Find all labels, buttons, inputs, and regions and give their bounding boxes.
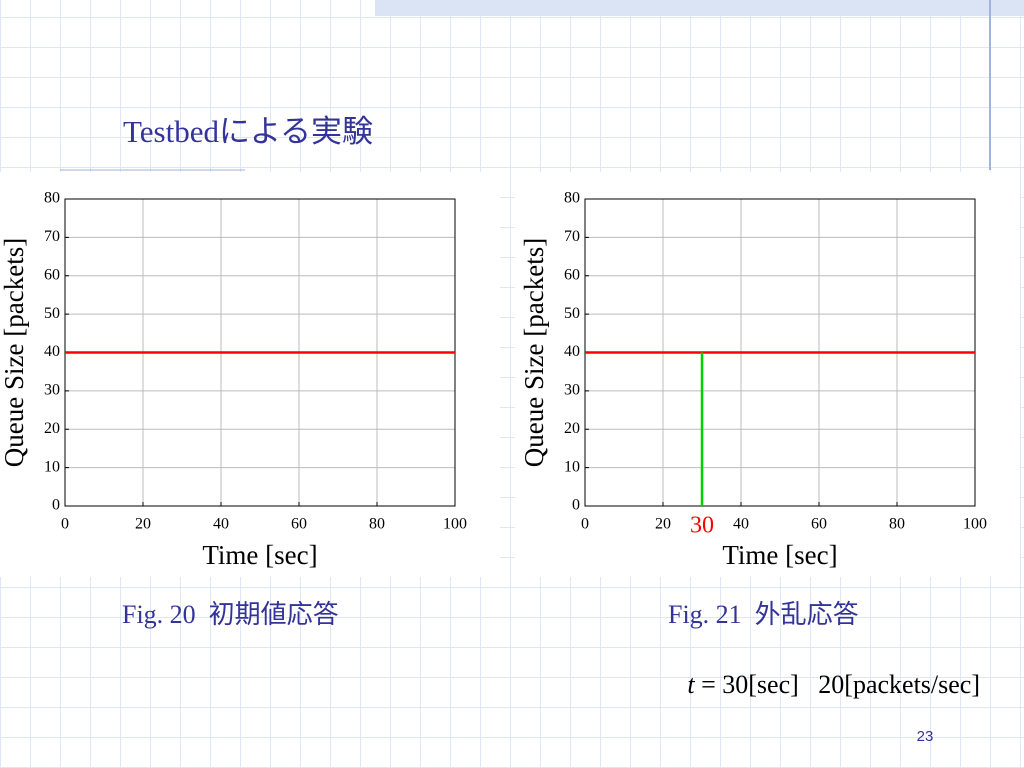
y-tick-label: 10: [564, 458, 580, 475]
slide-title: Testbedによる実験: [123, 114, 373, 149]
y-tick-label: 20: [44, 420, 60, 437]
chart-bg: [0, 172, 500, 577]
x-axis-label: Time [sec]: [202, 540, 317, 570]
y-tick-label: 30: [564, 382, 580, 399]
x-tick-label: 40: [213, 516, 229, 533]
x-tick-label: 0: [61, 516, 69, 533]
event-label: 30: [690, 513, 714, 539]
x-tick-label: 20: [135, 516, 151, 533]
y-tick-label: 20: [564, 420, 580, 437]
y-tick-label: 60: [44, 266, 60, 283]
condition-variable: t: [687, 670, 695, 699]
y-tick-label: 10: [44, 458, 60, 475]
x-tick-label: 100: [443, 516, 467, 533]
y-tick-label: 70: [44, 228, 60, 245]
y-tick-label: 0: [572, 497, 580, 514]
y-tick-label: 80: [44, 190, 60, 207]
y-tick-label: 60: [564, 266, 580, 283]
y-tick-label: 80: [564, 190, 580, 207]
y-axis-label: Queue Size [packets]: [519, 238, 549, 467]
y-tick-label: 50: [564, 305, 580, 322]
x-tick-label: 40: [733, 516, 749, 533]
y-tick-label: 40: [564, 343, 580, 360]
page-number: 23: [917, 728, 934, 745]
x-tick-label: 60: [811, 516, 827, 533]
y-axis-label: Queue Size [packets]: [0, 238, 29, 467]
x-axis-label: Time [sec]: [722, 540, 837, 570]
x-tick-label: 20: [655, 516, 671, 533]
y-tick-label: 70: [564, 228, 580, 245]
caption: Fig. 21 外乱応答: [668, 600, 859, 629]
x-tick-label: 0: [581, 516, 589, 533]
y-tick-label: 40: [44, 343, 60, 360]
condition: t = 30[sec] 20[packets/sec]: [687, 670, 980, 699]
top-band: [375, 0, 1024, 16]
x-tick-label: 80: [889, 516, 905, 533]
y-tick-label: 50: [44, 305, 60, 322]
caption: Fig. 20 初期値応答: [122, 600, 339, 629]
chart-bg: [515, 172, 1020, 577]
y-tick-label: 30: [44, 382, 60, 399]
x-tick-label: 80: [369, 516, 385, 533]
x-tick-label: 100: [963, 516, 987, 533]
condition-text: = 30[sec] 20[packets/sec]: [695, 670, 980, 699]
y-tick-label: 0: [52, 497, 60, 514]
x-tick-label: 60: [291, 516, 307, 533]
